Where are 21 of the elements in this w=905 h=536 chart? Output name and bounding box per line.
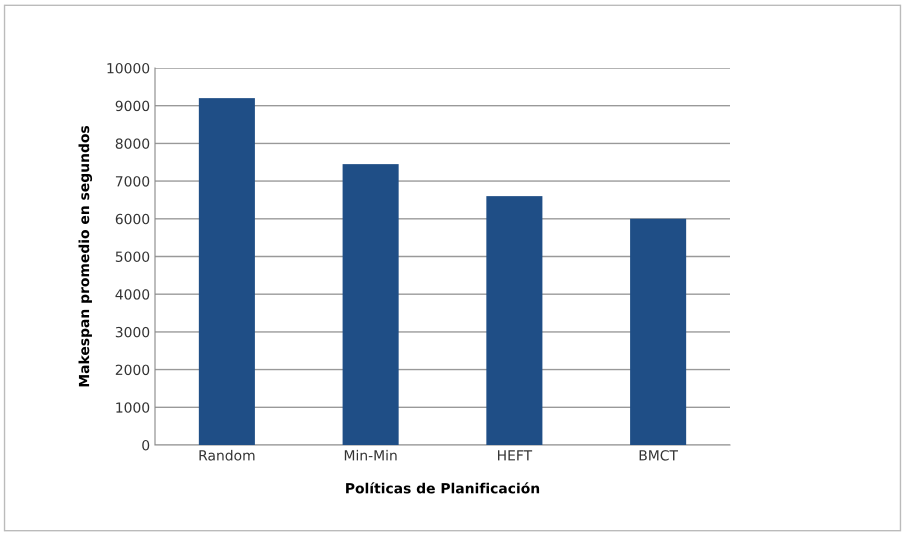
y-tick-label: 0 xyxy=(142,440,150,450)
x-tick-label: Random xyxy=(199,450,254,461)
y-tick-label: 2000 xyxy=(116,364,150,376)
x-axis-title: Políticas de Planificación xyxy=(346,482,540,494)
bar xyxy=(630,218,686,445)
y-tick-label: 3000 xyxy=(116,326,150,338)
y-tick-label: 6000 xyxy=(116,214,150,224)
x-tick-label: Min-Min xyxy=(344,450,397,460)
y-tick-label: 8000 xyxy=(116,138,150,149)
y-axis-title: Makespan promedio en segundos xyxy=(78,126,92,386)
y-tick-label: 4000 xyxy=(115,289,150,300)
x-tick-label: BMCT xyxy=(640,450,678,461)
y-tick-label: 7000 xyxy=(116,176,150,187)
bar xyxy=(342,164,399,445)
y-tick-label: 10000 xyxy=(107,62,150,74)
bar xyxy=(198,98,255,445)
y-tick-label: 5000 xyxy=(116,251,150,262)
bar xyxy=(486,196,542,445)
y-tick-label: 9000 xyxy=(116,100,150,112)
y-tick-label: 1000 xyxy=(116,402,150,413)
x-tick-label: HEFT xyxy=(498,450,532,460)
